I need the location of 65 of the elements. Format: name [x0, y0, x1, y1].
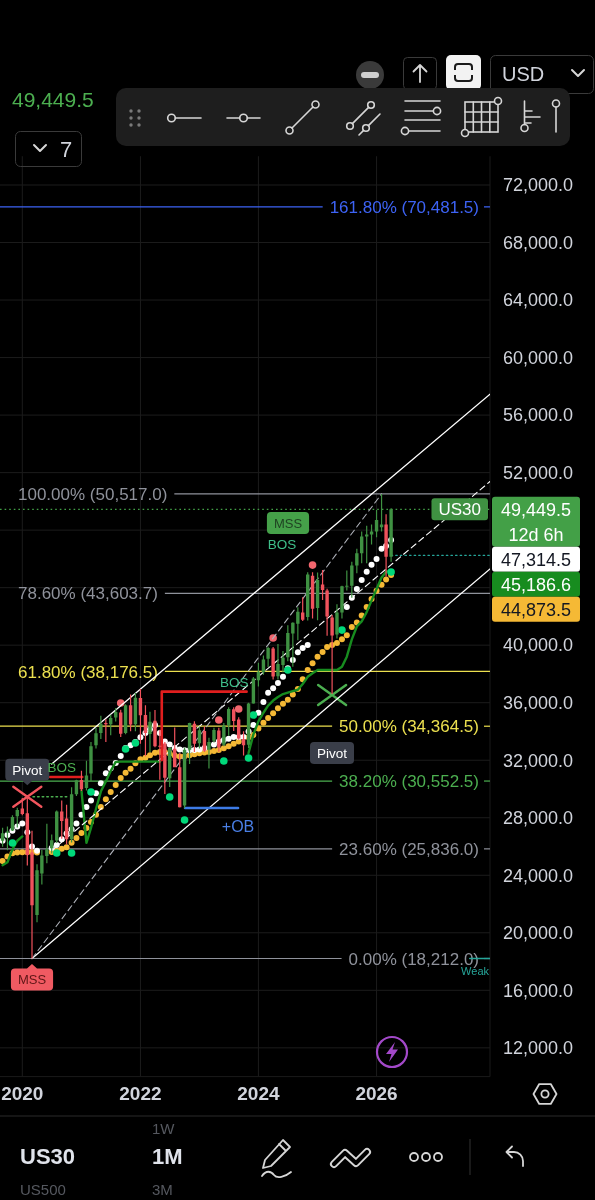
y-tick-label: 60,000.0: [502, 347, 574, 368]
y-tick-label: 68,000.0: [502, 232, 574, 253]
point: [244, 754, 253, 762]
y-tick-label: 40,000.0: [502, 635, 574, 656]
text: 1M: [152, 1144, 183, 1169]
annotation: +OB: [221, 817, 255, 835]
annotation: BOS: [220, 674, 249, 690]
candlestick: [335, 604, 339, 639]
text: 3M: [152, 1181, 173, 1198]
text: 47,314.5: [500, 549, 572, 570]
chart-subtitle: 49,449.5: [12, 88, 94, 111]
text: US30: [20, 1144, 76, 1169]
x-tick-label: 2024: [237, 1083, 280, 1104]
ref-line-label: 78.60% (43,603.7): [18, 584, 158, 604]
y-tick-label: 12,000.0: [502, 1038, 574, 1059]
y-tick-label: 16,000.0: [502, 980, 574, 1001]
ref-line-label: 38.20% (30,552.5): [339, 772, 479, 792]
point: [67, 849, 76, 857]
point: [338, 626, 346, 634]
text: 44,873.5: [500, 599, 572, 620]
y-tick-label: 20,000.0: [502, 923, 574, 944]
y-tick-label: 32,000.0: [502, 750, 574, 771]
y-tick-label: 24,000.0: [502, 865, 574, 886]
ref-line-label: 23.60% (25,836.0): [339, 839, 479, 859]
x-tick-label: 2026: [355, 1083, 398, 1104]
annotation: MSS: [273, 515, 303, 531]
ref-line-label: 49,449.5: [500, 499, 572, 520]
point: [316, 683, 348, 707]
text: 12d 6h: [508, 524, 564, 545]
annotation: MSS: [17, 972, 47, 988]
y-tick-label: 36,000.0: [502, 693, 574, 713]
annotation: Pivot: [12, 762, 43, 778]
ref-line-label: 61.80% (38,176.5): [18, 662, 158, 682]
point: [180, 816, 189, 824]
y-tick-label: 56,000.0: [502, 405, 574, 426]
candlestick: [94, 727, 98, 749]
text: 45,186.6: [500, 574, 572, 595]
annotation: BOS: [47, 760, 76, 776]
ref-line-label: 161.80% (70,481.5): [329, 197, 479, 217]
point: [308, 561, 317, 569]
annotation: BOS: [267, 537, 297, 552]
x-tick-label: 2022: [119, 1083, 162, 1104]
annotation: Pivot: [316, 745, 348, 761]
y-tick-label: 52,000.0: [502, 462, 574, 483]
y-tick-label: 64,000.0: [502, 290, 574, 311]
point: [87, 788, 95, 796]
x-tick-label: 2020: [1, 1083, 44, 1104]
point: [215, 716, 223, 724]
candlestick: [325, 588, 329, 636]
point: [249, 711, 258, 719]
candlestick: [89, 742, 93, 782]
point: [8, 839, 17, 847]
point: [165, 793, 174, 801]
text: US30: [438, 500, 481, 520]
text: 1W: [152, 1120, 176, 1137]
y-tick-label: 28,000.0: [502, 808, 574, 829]
ref-line-label: 100.00% (50,517.0): [18, 485, 168, 505]
ref-line-label: 50.00% (34,364.5): [339, 717, 479, 737]
point: [234, 705, 243, 713]
text: USD: [502, 63, 545, 85]
point: [220, 757, 228, 765]
point: [387, 568, 395, 576]
annotation: 7: [60, 137, 73, 162]
y-tick-label: 72,000.0: [502, 175, 574, 196]
text: US500: [20, 1181, 66, 1198]
